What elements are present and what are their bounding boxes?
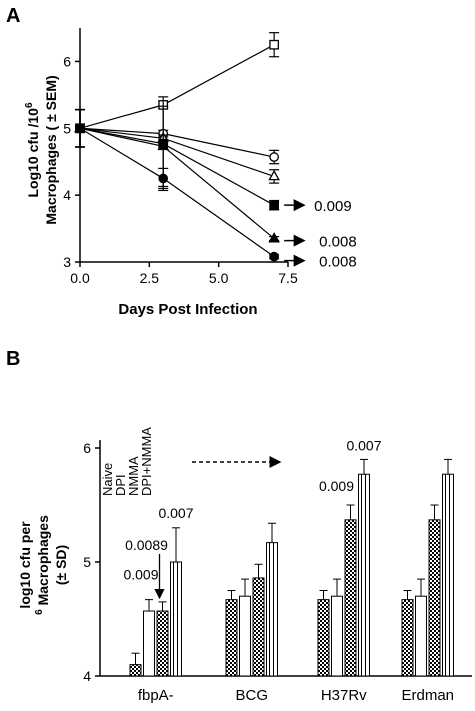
bar — [317, 599, 330, 677]
p-value-annotation: 0.009 — [123, 567, 158, 583]
legend-label: DPI+NMMA — [139, 427, 154, 496]
data-point — [269, 251, 279, 262]
bar — [331, 595, 343, 677]
y-axis-label-b-line1: log10 cfu per — [17, 521, 33, 609]
bar — [129, 664, 142, 677]
legend-label: Naive — [100, 463, 115, 496]
data-point — [158, 173, 169, 184]
category-label: Erdman — [401, 687, 454, 704]
category-label: fbpA- — [138, 687, 174, 704]
data-point — [268, 232, 280, 243]
y-tick-label-a: 3 — [63, 254, 71, 270]
y-tick-label-a: 6 — [63, 53, 71, 69]
bar — [415, 595, 427, 677]
y-tick-label-b: 4 — [83, 668, 91, 684]
data-point — [157, 139, 170, 151]
y-tick-label-a: 5 — [63, 120, 71, 136]
bar — [428, 519, 441, 677]
legend-label: NMMA — [126, 456, 141, 496]
category-label: H37Rv — [321, 687, 367, 704]
y-axis-label-a-line2: Macrophages ( ± SEM) — [43, 75, 59, 224]
bar — [344, 519, 357, 677]
data-point — [269, 200, 279, 211]
bar — [442, 473, 454, 677]
x-tick-label-a: 5.0 — [209, 270, 229, 286]
y-axis-label-b-superscript: 6 — [34, 609, 45, 615]
panel-label-b: B — [6, 348, 20, 370]
bar — [143, 610, 155, 677]
bar — [239, 595, 251, 677]
p-value-annotation: 0.007 — [346, 437, 381, 453]
category-label: BCG — [235, 687, 268, 704]
legend-label: DPI — [113, 474, 128, 496]
series-line — [79, 127, 275, 177]
panel-a-chart: 3 4 5 6 0.0 2.5 5.0 7.5 Days Post Infection Log10… — [24, 28, 357, 318]
bar — [156, 610, 169, 677]
series-line — [79, 127, 275, 258]
series-line — [79, 127, 275, 240]
panel-label-a: A — [6, 5, 20, 27]
x-tick-label-a: 7.5 — [278, 270, 298, 286]
bar — [170, 561, 182, 677]
x-axis-label-a: Days Post Infection — [118, 301, 257, 318]
bar — [401, 599, 414, 677]
bar — [225, 599, 238, 677]
y-axis-label-b-line2: 6 Macrophages — [34, 515, 51, 615]
data-point — [269, 152, 279, 162]
data-point — [268, 169, 280, 181]
y-tick-label-a: 4 — [63, 187, 71, 203]
series-line — [79, 44, 275, 129]
y-axis-label-a-superscript: 6 — [24, 102, 35, 108]
y-axis-label-b-line3: (± SD) — [53, 545, 69, 585]
p-value-annotation: 0.009 — [314, 198, 352, 215]
p-value-annotation: 0.0089 — [125, 537, 168, 553]
p-value-annotation: 0.008 — [319, 254, 357, 271]
bar — [358, 473, 370, 677]
y-tick-label-b: 6 — [83, 440, 91, 456]
y-tick-label-b: 5 — [83, 554, 91, 570]
x-tick-label-a: 0.0 — [70, 270, 90, 286]
x-tick-label-a: 2.5 — [140, 270, 160, 286]
y-axis-label-a-line1: Log10 cfu /106 — [24, 102, 41, 197]
bar — [252, 577, 265, 677]
bar — [266, 542, 278, 677]
p-value-annotation: 0.009 — [319, 478, 354, 494]
p-value-annotation: 0.007 — [158, 505, 193, 521]
data-point — [75, 123, 85, 134]
data-point — [269, 39, 279, 50]
y-axis-label-b-text: Macrophages — [35, 515, 51, 609]
p-value-annotation: 0.008 — [319, 234, 357, 251]
